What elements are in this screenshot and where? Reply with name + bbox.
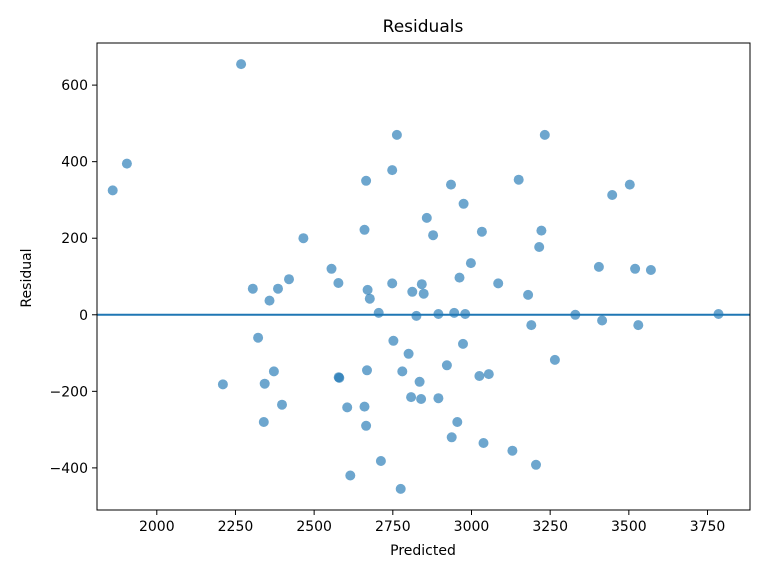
data-point xyxy=(433,393,444,404)
data-point xyxy=(362,284,373,295)
data-point xyxy=(418,288,429,299)
data-point xyxy=(449,307,460,318)
data-point xyxy=(454,272,465,283)
y-tick-label: 0 xyxy=(79,308,88,324)
data-point xyxy=(359,401,370,412)
y-tick-label: −400 xyxy=(50,461,88,477)
data-point xyxy=(597,315,608,326)
data-point xyxy=(458,338,468,349)
data-point xyxy=(526,320,537,331)
data-point xyxy=(397,366,408,377)
data-point xyxy=(513,174,524,185)
data-point xyxy=(375,456,386,466)
data-point xyxy=(121,158,132,169)
plot-frame xyxy=(96,42,751,511)
data-point xyxy=(446,432,457,443)
y-tick-label: 200 xyxy=(61,231,88,247)
data-point xyxy=(387,278,398,289)
data-point xyxy=(452,417,463,427)
data-point xyxy=(441,360,452,371)
data-point xyxy=(416,394,427,404)
data-point xyxy=(483,369,494,380)
y-tick-label: 600 xyxy=(61,78,88,94)
x-tick-label: 2500 xyxy=(296,519,332,535)
data-point xyxy=(236,59,247,70)
data-point xyxy=(536,225,547,236)
data-point xyxy=(107,185,118,196)
chart-title: Residuals xyxy=(383,17,464,37)
data-point xyxy=(507,445,518,456)
data-point xyxy=(458,198,469,209)
x-tick-label: 3750 xyxy=(690,519,726,535)
data-point xyxy=(446,179,456,190)
x-tick-label: 3250 xyxy=(532,519,568,535)
data-point xyxy=(465,258,476,269)
data-point xyxy=(361,420,372,431)
data-point xyxy=(395,483,406,494)
y-tick-label: 400 xyxy=(61,155,88,171)
data-point xyxy=(593,261,604,272)
data-point xyxy=(549,354,560,365)
data-point xyxy=(362,365,372,376)
data-point xyxy=(523,289,534,300)
data-point xyxy=(493,278,504,289)
data-point xyxy=(476,226,487,237)
data-point xyxy=(539,129,550,140)
x-tick-label: 2750 xyxy=(375,519,411,535)
data-point xyxy=(534,242,545,252)
x-tick-label: 3000 xyxy=(454,519,490,535)
data-point xyxy=(624,179,635,190)
data-point xyxy=(264,295,275,306)
data-point xyxy=(607,190,618,200)
data-point xyxy=(334,372,345,383)
data-point xyxy=(630,263,641,274)
y-axis-label: Residual xyxy=(19,248,35,307)
data-point xyxy=(253,332,264,343)
data-point xyxy=(406,392,417,403)
data-point xyxy=(342,402,353,413)
data-point xyxy=(387,165,398,176)
data-point xyxy=(633,320,644,331)
data-point xyxy=(259,378,270,389)
data-point xyxy=(333,278,344,288)
data-point xyxy=(388,335,399,346)
data-point xyxy=(391,129,402,140)
data-point xyxy=(478,438,489,448)
data-point xyxy=(411,310,422,321)
data-point xyxy=(364,293,375,304)
x-axis-label: Predicted xyxy=(390,543,456,559)
data-point xyxy=(277,399,287,410)
data-point xyxy=(474,371,485,381)
data-point xyxy=(284,274,294,285)
data-point xyxy=(217,379,228,390)
data-point xyxy=(414,376,425,387)
data-point xyxy=(268,366,279,377)
y-tick-label: −200 xyxy=(50,384,88,400)
data-point xyxy=(326,263,337,274)
x-tick-label: 3500 xyxy=(611,519,647,535)
data-point xyxy=(359,224,370,235)
plot-marks xyxy=(97,59,750,494)
data-point xyxy=(345,470,356,481)
data-point xyxy=(403,348,414,359)
axes: 2000 2250 2500 2750 3000 3250 3500 3750−400−200… xyxy=(50,42,751,535)
data-point xyxy=(273,283,283,294)
data-point xyxy=(361,175,372,186)
data-point xyxy=(531,459,541,470)
data-point xyxy=(373,307,384,318)
data-point xyxy=(298,233,309,244)
data-point xyxy=(258,417,269,427)
x-tick-label: 2000 xyxy=(139,519,175,535)
data-point xyxy=(416,279,427,290)
data-point xyxy=(428,230,439,241)
x-tick-label: 2250 xyxy=(218,519,254,535)
data-point xyxy=(421,212,432,223)
data-point xyxy=(645,265,656,275)
data-point xyxy=(247,283,258,294)
data-point xyxy=(407,286,418,297)
